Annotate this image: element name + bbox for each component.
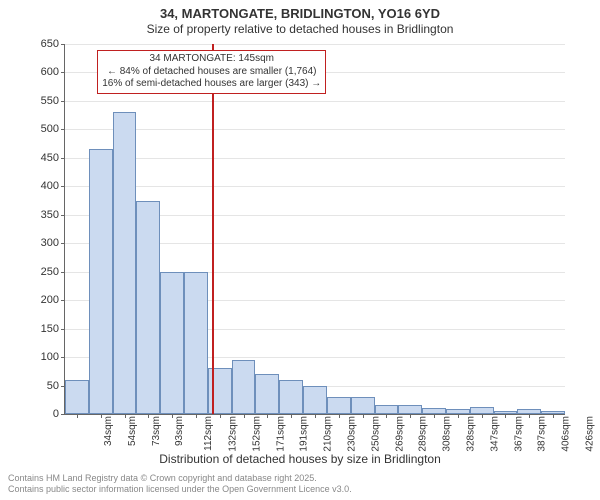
grid-line [65,186,565,187]
grid-line [65,129,565,130]
x-tick-label: 426sqm [585,416,596,452]
bar [303,386,327,414]
annotation-line-2: ← 84% of detached houses are smaller (1,… [102,66,321,79]
x-tick-label: 210sqm [323,416,334,452]
bar [279,380,303,414]
x-tick-label: 406sqm [561,416,572,452]
x-tick-mark [125,414,126,418]
y-tick-label: 0 [53,408,65,420]
bar [375,405,399,414]
y-tick-label: 50 [47,380,65,392]
x-tick-mark [77,414,78,418]
bar [255,374,279,414]
bar [136,201,160,414]
grid-line [65,101,565,102]
x-axis-label: Distribution of detached houses by size … [0,452,600,466]
y-tick-label: 350 [41,209,65,221]
x-tick-label: 191sqm [299,416,310,452]
bar [65,380,89,414]
bar [160,272,184,414]
bar [398,405,422,414]
x-tick-label: 132sqm [228,416,239,452]
x-tick-label: 171sqm [275,416,286,452]
footer-line-1: Contains HM Land Registry data © Crown c… [8,473,352,485]
bar [184,272,208,414]
x-tick-mark [529,414,530,418]
bar [113,112,137,414]
x-tick-label: 73sqm [151,416,162,446]
y-tick-label: 400 [41,180,65,192]
y-tick-label: 200 [41,294,65,306]
annotation-line-1: 34 MARTONGATE: 145sqm [102,53,321,66]
y-tick-label: 250 [41,266,65,278]
x-tick-label: 328sqm [466,416,477,452]
x-tick-mark [434,414,435,418]
reference-line [212,44,214,414]
x-tick-label: 250sqm [370,416,381,452]
footer-attribution: Contains HM Land Registry data © Crown c… [8,473,352,496]
annotation-box: 34 MARTONGATE: 145sqm ← 84% of detached … [97,50,326,94]
plot-area: 0501001502002503003504004505005506006503… [64,44,565,415]
x-tick-mark [244,414,245,418]
x-tick-label: 308sqm [442,416,453,452]
x-tick-mark [291,414,292,418]
chart-subtitle: Size of property relative to detached ho… [0,22,600,36]
x-tick-label: 387sqm [537,416,548,452]
x-tick-mark [410,414,411,418]
grid-line [65,158,565,159]
x-tick-mark [482,414,483,418]
x-tick-mark [172,414,173,418]
y-tick-label: 500 [41,123,65,135]
chart-title: 34, MARTONGATE, BRIDLINGTON, YO16 6YD [0,6,600,21]
annotation-line-3: 16% of semi-detached houses are larger (… [102,78,321,91]
x-tick-label: 269sqm [394,416,405,452]
x-tick-mark [553,414,554,418]
x-tick-label: 347sqm [489,416,500,452]
x-tick-mark [315,414,316,418]
x-tick-label: 230sqm [347,416,358,452]
x-tick-label: 112sqm [203,416,214,451]
x-tick-mark [196,414,197,418]
x-tick-mark [148,414,149,418]
x-tick-mark [101,414,102,418]
x-tick-label: 93sqm [174,416,185,446]
grid-line [65,44,565,45]
x-tick-mark [339,414,340,418]
x-tick-mark [386,414,387,418]
footer-line-2: Contains public sector information licen… [8,484,352,496]
bar [89,149,113,414]
y-tick-label: 300 [41,237,65,249]
x-tick-label: 289sqm [418,416,429,452]
bar [327,397,351,414]
y-tick-label: 450 [41,152,65,164]
x-tick-label: 34sqm [103,416,114,446]
y-tick-label: 550 [41,95,65,107]
chart-container: 34, MARTONGATE, BRIDLINGTON, YO16 6YD Si… [0,0,600,500]
y-tick-label: 600 [41,66,65,78]
x-tick-mark [505,414,506,418]
x-tick-mark [220,414,221,418]
y-tick-label: 150 [41,323,65,335]
x-tick-mark [267,414,268,418]
y-tick-label: 650 [41,38,65,50]
x-tick-mark [363,414,364,418]
y-tick-label: 100 [41,351,65,363]
x-tick-mark [458,414,459,418]
x-tick-label: 54sqm [127,416,138,446]
x-tick-label: 152sqm [251,416,262,452]
bar [351,397,375,414]
bar [232,360,256,414]
x-tick-label: 367sqm [513,416,524,452]
bar [470,407,494,414]
